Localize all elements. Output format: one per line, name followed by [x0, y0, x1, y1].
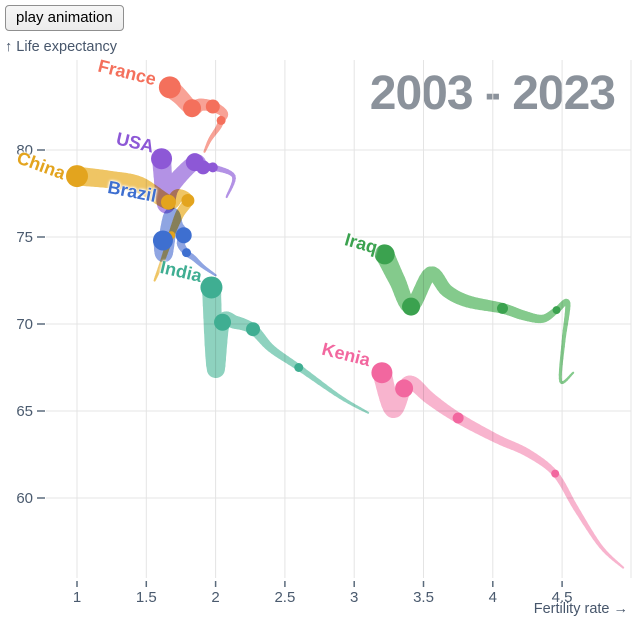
- milestone-kenia-2018: [395, 379, 414, 398]
- x-tick-label: 1: [73, 589, 81, 606]
- milestone-iraq-2013: [497, 302, 509, 314]
- x-tick-label: 4.5: [552, 589, 573, 606]
- milestone-usa-2018: [185, 153, 204, 172]
- milestone-usa-2008: [207, 162, 218, 173]
- play-animation-button[interactable]: play animation: [5, 5, 124, 31]
- milestones-france: [158, 76, 226, 125]
- milestones-kenia: [371, 362, 560, 478]
- milestone-china-2018: [160, 194, 176, 210]
- x-tick-label: 3: [350, 589, 358, 606]
- milestone-kenia-2023: [371, 362, 393, 384]
- milestone-brazil-2023: [152, 230, 173, 251]
- milestone-iraq-2023: [374, 244, 395, 265]
- y-tick-label: 60: [16, 490, 33, 507]
- milestone-kenia-2008: [551, 469, 560, 478]
- milestone-kenia-2013: [452, 412, 464, 424]
- milestones-india: [200, 276, 304, 372]
- x-tick-label: 4: [489, 589, 497, 606]
- milestone-india-2013: [246, 322, 261, 337]
- x-tick-label: 1.5: [136, 589, 157, 606]
- milestone-brazil-2008: [181, 248, 191, 258]
- milestone-iraq-2008: [552, 306, 561, 315]
- milestones-china: [66, 165, 195, 240]
- x-tick-label: 2: [211, 589, 219, 606]
- y-tick-label: 80: [16, 142, 33, 159]
- axis-ticks: 1 1.5 2 2.5 3 3.5 4 4.5 80 75 70 65 60: [16, 142, 572, 606]
- milestones-usa: [151, 148, 218, 175]
- x-tick-label: 2.5: [274, 589, 295, 606]
- trail-kenia: [372, 363, 625, 569]
- milestone-france-2013: [205, 99, 220, 114]
- milestone-china-2013: [181, 193, 195, 207]
- milestone-china-2023: [66, 165, 88, 188]
- milestone-india-2023: [200, 276, 223, 299]
- x-tick-label: 3.5: [413, 589, 434, 606]
- milestone-brazil-2013: [175, 227, 192, 244]
- milestone-france-2018: [183, 99, 202, 118]
- y-axis-label: ↑ Life expectancy: [5, 39, 118, 55]
- y-tick-label: 65: [16, 403, 33, 420]
- y-tick-label: 70: [16, 316, 33, 333]
- milestone-france-2008: [216, 115, 226, 125]
- milestone-france-2023: [158, 76, 181, 99]
- trail-iraq: [375, 244, 575, 385]
- milestones-brazil: [152, 227, 192, 258]
- trail-india: [201, 278, 370, 414]
- y-tick-label: 75: [16, 229, 33, 246]
- milestone-usa-2023: [151, 148, 173, 170]
- milestone-iraq-2018: [402, 297, 421, 316]
- milestone-india-2008: [294, 363, 304, 372]
- milestone-india-2018: [214, 313, 232, 331]
- milestones-iraq: [374, 244, 561, 316]
- x-axis-label: Fertility rate →: [533, 601, 628, 617]
